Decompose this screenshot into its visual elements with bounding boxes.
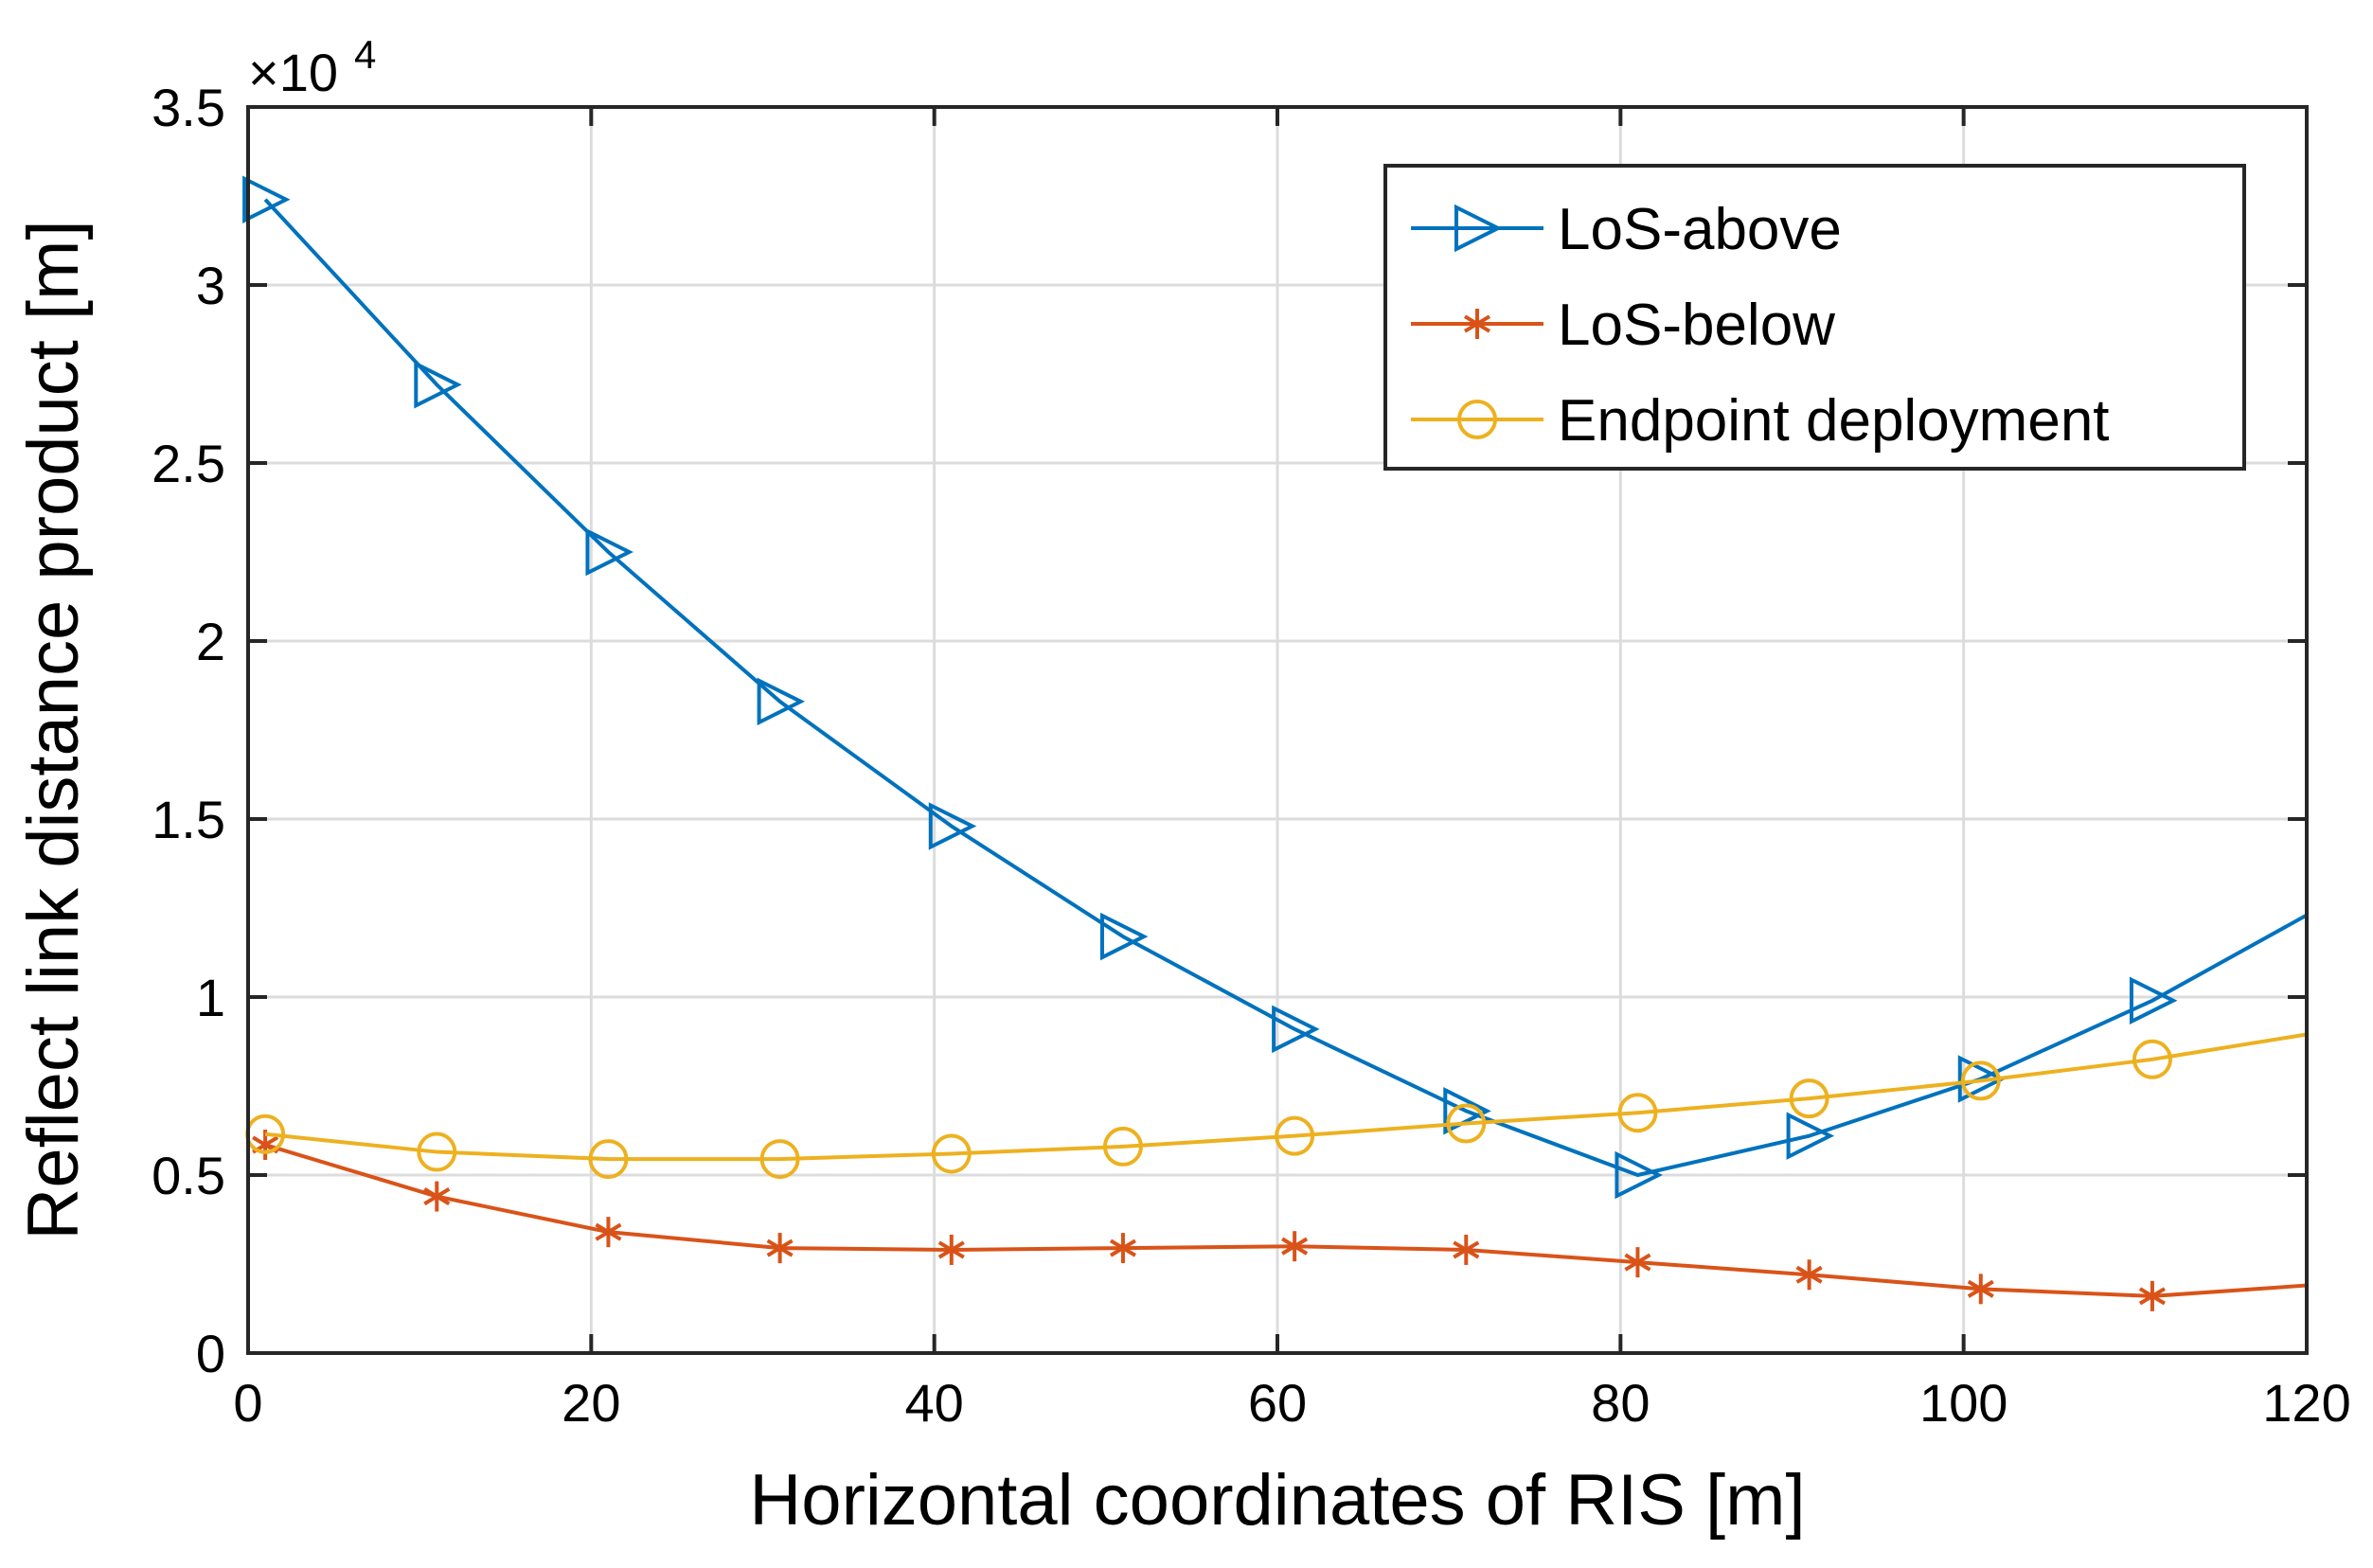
data-point-los-above: [1615, 1150, 1663, 1200]
legend-marker: [1463, 309, 1491, 339]
data-point-endpoint-deployment: [1275, 1115, 1315, 1156]
data-point-los-below: [595, 1217, 622, 1248]
data-point-endpoint-deployment: [1789, 1078, 1829, 1119]
legend-item-los-above: LoS-above: [1411, 197, 1842, 262]
data-point-los-below: [1624, 1247, 1651, 1278]
data-point-los-below: [1453, 1234, 1480, 1265]
data-point-los-above: [757, 677, 806, 726]
data-point-los-above: [1099, 912, 1149, 961]
y-exponent-base: ×10: [248, 43, 338, 102]
legend-marker: [1454, 204, 1503, 253]
data-point-los-above: [1272, 1005, 1320, 1054]
data-point-los-below: [1281, 1231, 1309, 1262]
data-point-los-above: [1786, 1112, 1835, 1160]
x-tick-label: 80: [1591, 1373, 1650, 1433]
legend-label: LoS-below: [1558, 293, 1835, 358]
data-point-endpoint-deployment: [931, 1133, 972, 1174]
data-point-los-above: [1443, 1087, 1491, 1135]
legend-marker: [1457, 400, 1497, 439]
series-layer: [242, 175, 2308, 1311]
data-point-endpoint-deployment: [1102, 1126, 1143, 1167]
data-point-endpoint-deployment: [1446, 1103, 1487, 1144]
legend: LoS-above LoS-below Endpoint deployment: [1383, 164, 2246, 471]
series-line-endpoint-deployment: [264, 1032, 2308, 1162]
y-tick-label: 3: [196, 256, 225, 315]
legend-item-los-below: LoS-below: [1411, 293, 1835, 358]
data-point-endpoint-deployment: [2132, 1039, 2172, 1079]
data-point-los-below: [937, 1234, 965, 1265]
x-tick-label: 40: [905, 1373, 964, 1433]
legend-label: Endpoint deployment: [1558, 388, 2110, 454]
data-point-los-above: [242, 175, 291, 223]
data-point-los-below: [1109, 1233, 1136, 1264]
data-point-los-below: [1795, 1259, 1823, 1291]
y-axis-title: Reflect link distance product [m]: [13, 220, 94, 1239]
data-point-los-below: [423, 1181, 451, 1212]
x-tick-label: 100: [1919, 1373, 2007, 1433]
y-tick-label: 0: [196, 1324, 225, 1383]
data-point-los-above: [414, 361, 462, 409]
data-point-endpoint-deployment: [417, 1131, 457, 1172]
x-tick-label: 20: [562, 1373, 620, 1433]
data-point-los-above: [585, 527, 633, 577]
data-point-los-below: [1967, 1274, 1994, 1305]
y-tick-label: 0.5: [152, 1146, 225, 1205]
series-endpoint-deployment: [245, 1032, 2308, 1180]
y-tick-label: 2.5: [152, 434, 225, 493]
y-tick-label: 1.5: [152, 790, 225, 849]
data-point-endpoint-deployment: [759, 1139, 800, 1180]
data-point-los-above: [1957, 1055, 2007, 1103]
x-tick-label: 120: [2262, 1373, 2350, 1433]
legend-label: LoS-above: [1558, 197, 1842, 262]
data-point-los-above: [928, 802, 977, 850]
y-tick-label: 3.5: [152, 78, 225, 137]
data-point-endpoint-deployment: [1960, 1060, 2001, 1101]
x-tick-label: 0: [233, 1373, 262, 1433]
data-point-los-below: [2138, 1280, 2166, 1311]
y-exponent-label: ×10 4: [248, 32, 376, 102]
data-point-los-above: [2129, 976, 2178, 1025]
data-point-endpoint-deployment: [1617, 1093, 1658, 1133]
data-point-endpoint-deployment: [588, 1139, 629, 1180]
y-tick-label: 2: [196, 612, 225, 671]
series-los-below: [252, 1130, 2308, 1311]
x-tick-label: 60: [1248, 1373, 1307, 1433]
legend-item-endpoint-deployment: Endpoint deployment: [1411, 388, 2110, 454]
data-point-los-below: [766, 1233, 794, 1264]
ticks: 0 20 40 60 80 100 120 0 0.5 1 1.5 2 2.5 3 3.5: [152, 78, 2351, 1433]
x-axis-title: Horizontal coordinates of RIS [m]: [749, 1460, 1805, 1541]
y-tick-label: 1: [196, 968, 225, 1027]
y-exponent-power: 4: [354, 32, 376, 77]
legend-items: LoS-above LoS-below Endpoint deployment: [1411, 197, 2110, 454]
